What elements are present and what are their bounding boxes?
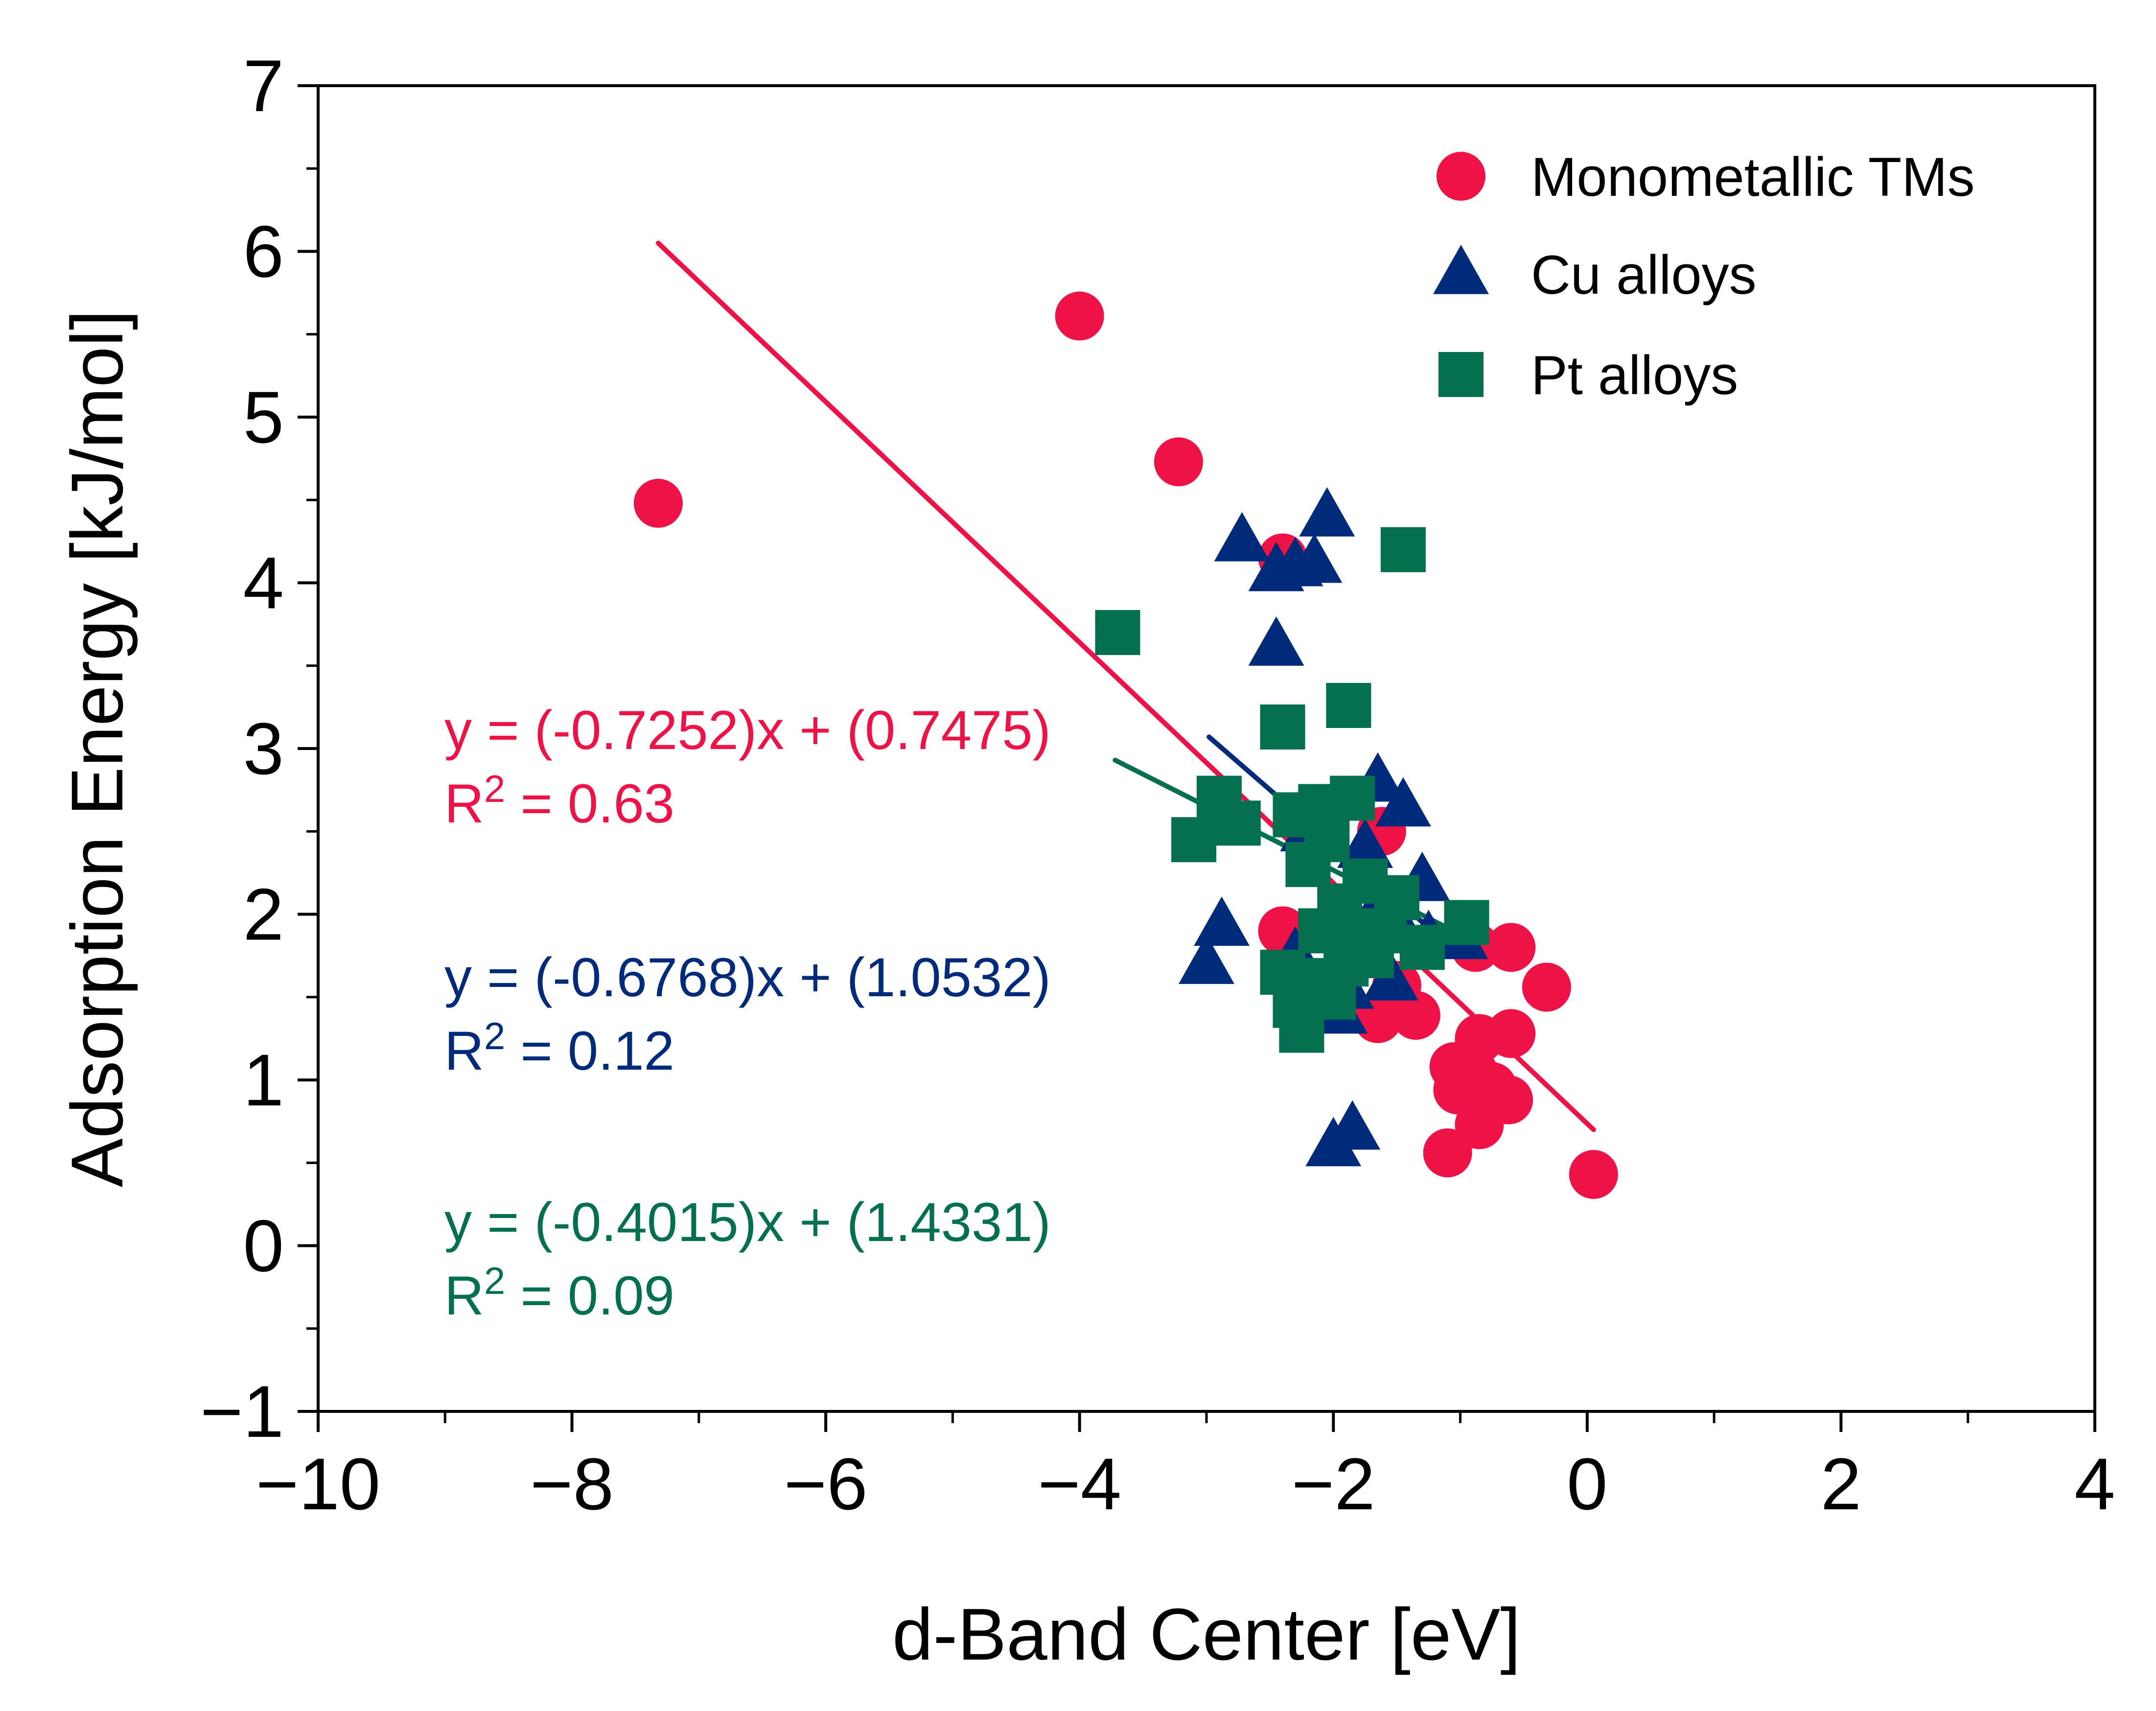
- r-symbol: R: [444, 773, 484, 834]
- fit-r-squared: R2 = 0.12: [444, 1014, 674, 1081]
- data-point-circle: [1055, 291, 1104, 341]
- x-tick-label: −2: [1292, 1443, 1375, 1525]
- y-tick-label: 5: [243, 376, 284, 458]
- axis-ticks: [298, 84, 2096, 1432]
- data-point-square: [1260, 704, 1305, 750]
- x-tick-label: −4: [1038, 1443, 1121, 1525]
- data-point-triangle: [1305, 1117, 1362, 1167]
- r-symbol: R: [444, 1020, 484, 1081]
- data-point-circle: [633, 479, 683, 528]
- data-point-square: [1215, 800, 1261, 846]
- legend-entry: Pt alloys: [1438, 345, 1738, 406]
- data-point-square: [1095, 610, 1140, 656]
- y-tick-label: 0: [243, 1205, 284, 1287]
- fit-annotations: y = (-0.7252)x + (0.7475)R2 = 0.63y = (-…: [444, 700, 1051, 1326]
- data-point-triangle: [1179, 935, 1234, 984]
- data-point-triangle: [1286, 533, 1343, 583]
- data-point-circle: [1154, 437, 1203, 487]
- superscript-2: 2: [484, 767, 505, 810]
- fit-annotation: y = (-0.7252)x + (0.7475)R2 = 0.63: [444, 700, 1051, 834]
- data-point-circle: [1569, 1149, 1618, 1199]
- y-tick-label: 3: [243, 707, 284, 790]
- data-point-square: [1349, 933, 1394, 979]
- superscript-2: 2: [484, 1014, 505, 1057]
- fit-r-squared: R2 = 0.09: [444, 1259, 674, 1326]
- legend-triangle-marker: [1433, 245, 1489, 294]
- data-point-triangle: [1299, 487, 1355, 537]
- r-squared-value: = 0.12: [505, 1020, 674, 1081]
- legend-label: Pt alloys: [1531, 345, 1738, 406]
- data-point-square: [1285, 842, 1331, 887]
- legend-circle-marker: [1437, 152, 1485, 201]
- x-tick-label: −10: [256, 1443, 380, 1525]
- r-squared-value: = 0.09: [505, 1265, 674, 1326]
- fit-annotation: y = (-0.4015)x + (1.4331)R2 = 0.09: [444, 1192, 1051, 1326]
- data-markers: [633, 291, 1618, 1199]
- data-point-circle: [1455, 1100, 1504, 1149]
- y-tick-label: 7: [243, 45, 284, 127]
- data-point-square: [1326, 682, 1371, 728]
- data-point-triangle: [1194, 896, 1250, 946]
- data-point-square: [1444, 900, 1489, 945]
- x-tick-label: −8: [530, 1443, 614, 1525]
- series-square-points: [1095, 527, 1489, 1053]
- y-tick-label: −1: [200, 1370, 284, 1453]
- x-tick-label: 0: [1567, 1443, 1607, 1525]
- data-point-triangle: [1337, 819, 1393, 868]
- fit-equation: y = (-0.6768)x + (1.0532): [444, 947, 1051, 1008]
- fit-annotation: y = (-0.6768)x + (1.0532)R2 = 0.12: [444, 947, 1051, 1081]
- x-tick-label: 4: [2074, 1443, 2115, 1525]
- superscript-2: 2: [484, 1259, 505, 1302]
- y-tick-label: 4: [243, 542, 284, 624]
- fit-equation: y = (-0.7252)x + (0.7475): [444, 700, 1051, 761]
- data-point-triangle: [1214, 512, 1270, 562]
- data-point-square: [1330, 775, 1375, 821]
- data-point-circle: [1423, 1128, 1472, 1177]
- regression-line: [655, 240, 1596, 1132]
- fit-r-squared: R2 = 0.63: [444, 767, 674, 834]
- legend-square-marker: [1438, 352, 1484, 397]
- x-tick-label: −6: [784, 1443, 868, 1525]
- x-axis-label: d-Band Center [eV]: [892, 1593, 1521, 1675]
- data-point-triangle: [1375, 777, 1431, 827]
- data-point-square: [1279, 1008, 1324, 1053]
- data-point-square: [1380, 527, 1426, 572]
- fit-equation: y = (-0.4015)x + (1.4331): [444, 1192, 1051, 1253]
- legend-entry: Cu alloys: [1433, 244, 1757, 305]
- data-point-circle: [1486, 923, 1536, 972]
- data-point-triangle: [1248, 616, 1304, 666]
- y-axis-label: Adsorption Energy [kJ/mol]: [56, 310, 138, 1187]
- y-tick-label: 1: [243, 1039, 284, 1121]
- x-tick-label: 2: [1821, 1443, 1861, 1525]
- legend-label: Cu alloys: [1531, 244, 1757, 305]
- r-squared-value: = 0.63: [505, 773, 674, 834]
- data-point-circle: [1486, 1009, 1536, 1058]
- legend-label: Monometallic TMs: [1531, 146, 1975, 208]
- legend: Monometallic TMs Cu alloys Pt alloys: [1433, 146, 1975, 406]
- data-point-circle: [1522, 962, 1571, 1012]
- r-symbol: R: [444, 1265, 484, 1326]
- data-point-square: [1171, 817, 1217, 863]
- y-tick-label: 2: [243, 873, 284, 956]
- y-tick-label: 6: [243, 211, 284, 293]
- data-point-square: [1399, 925, 1445, 970]
- legend-entry: Monometallic TMs: [1437, 146, 1975, 208]
